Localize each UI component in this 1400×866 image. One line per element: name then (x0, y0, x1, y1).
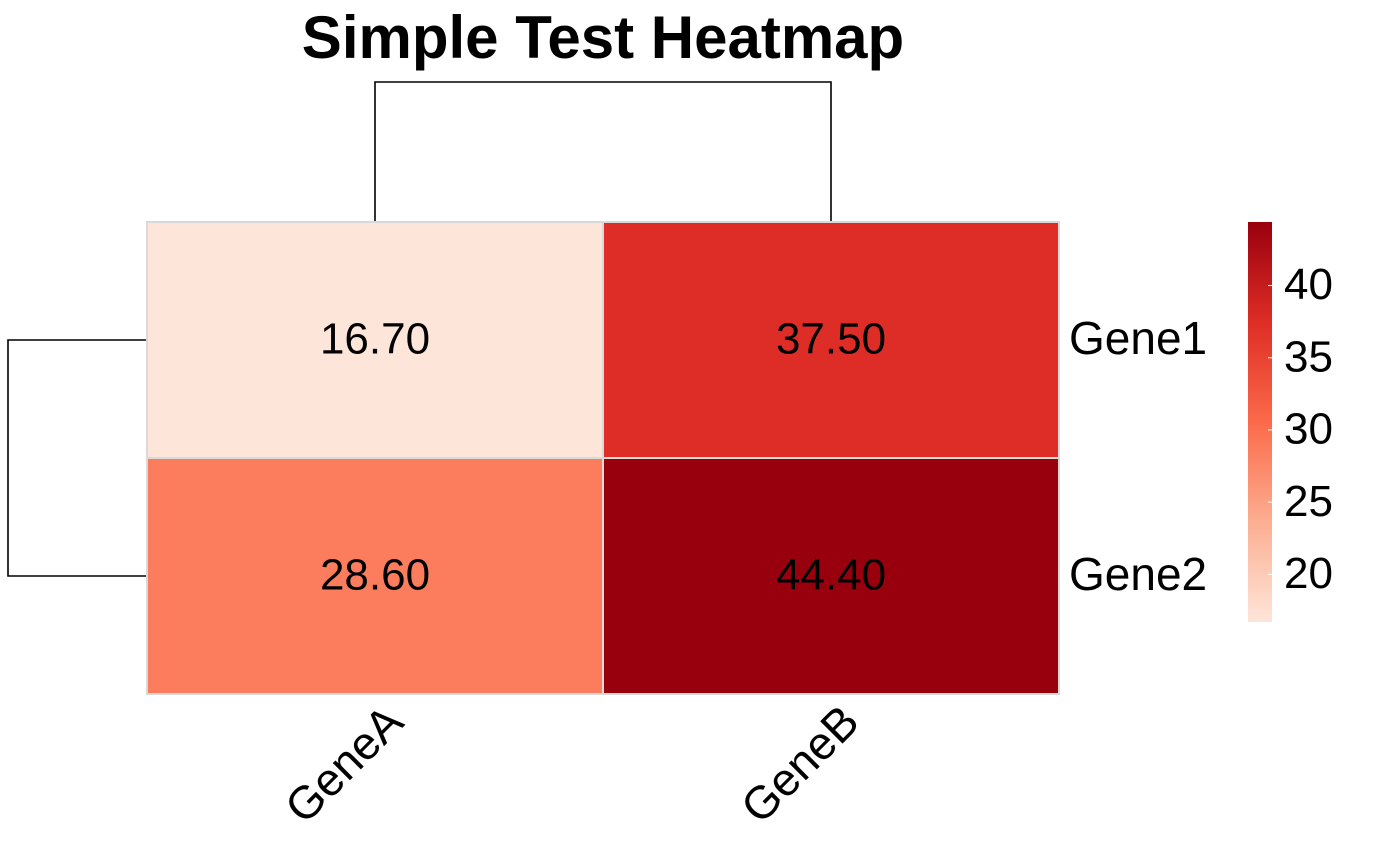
heatmap-cell (146, 221, 604, 459)
column-label: GeneA (275, 695, 413, 833)
cell-label: 37.50 (776, 315, 886, 364)
color-tick-label: 35 (1284, 332, 1333, 381)
row-label: Gene1 (1069, 312, 1207, 364)
cell-label: 44.40 (776, 551, 886, 600)
chart-title: Simple Test Heatmap (302, 4, 904, 71)
heatmap-cell (602, 457, 1060, 695)
cell-label: 16.70 (320, 315, 430, 364)
heatmap-cell (602, 221, 1060, 459)
color-tick-label: 25 (1284, 477, 1333, 526)
color-tick-label: 40 (1284, 260, 1333, 309)
cell-label: 28.60 (320, 551, 430, 600)
color-tick-label: 30 (1284, 405, 1333, 454)
column-label: GeneB (731, 695, 869, 833)
color-tick-label: 20 (1284, 549, 1333, 598)
color-bar (1248, 222, 1272, 622)
heatmap-cell (146, 457, 604, 695)
row-label: Gene2 (1069, 548, 1207, 600)
row-dendrogram (7, 339, 147, 577)
column-dendrogram (374, 81, 832, 222)
